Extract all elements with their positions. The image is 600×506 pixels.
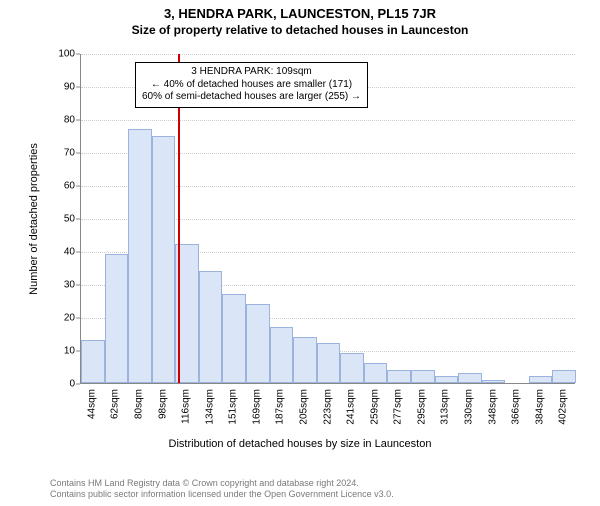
y-tick-label: 50 xyxy=(51,214,75,225)
y-tick-label: 70 xyxy=(51,148,75,159)
footer-attribution: Contains HM Land Registry data © Crown c… xyxy=(50,478,394,500)
histogram-bar xyxy=(482,380,506,383)
x-tick-label: 223sqm xyxy=(322,389,333,425)
x-tick-label: 259sqm xyxy=(369,389,380,425)
histogram-bar xyxy=(293,337,317,383)
annotation-line3: 60% of semi-detached houses are larger (… xyxy=(142,91,361,104)
x-tick-label: 116sqm xyxy=(181,389,192,424)
y-tick-label: 40 xyxy=(51,247,75,258)
y-tick-mark xyxy=(76,120,80,121)
y-tick-mark xyxy=(76,54,80,55)
histogram-bar xyxy=(435,376,459,383)
page-title: 3, HENDRA PARK, LAUNCESTON, PL15 7JR xyxy=(0,6,600,21)
histogram-bar xyxy=(152,136,176,384)
x-tick-label: 402sqm xyxy=(558,389,569,425)
x-tick-label: 348sqm xyxy=(487,389,498,425)
histogram-bar xyxy=(317,343,341,383)
x-axis-label: Distribution of detached houses by size … xyxy=(0,438,600,450)
property-annotation: 3 HENDRA PARK: 109sqm ← 40% of detached … xyxy=(135,62,368,108)
histogram-bar xyxy=(529,376,553,383)
histogram-bar xyxy=(246,304,270,383)
y-tick-label: 60 xyxy=(51,181,75,192)
y-tick-label: 90 xyxy=(51,82,75,93)
y-tick-mark xyxy=(76,87,80,88)
histogram-bar xyxy=(340,353,364,383)
histogram-bar xyxy=(387,370,411,383)
annotation-line2: ← 40% of detached houses are smaller (17… xyxy=(142,79,361,92)
x-tick-label: 295sqm xyxy=(416,389,427,425)
histogram-bar xyxy=(270,327,294,383)
y-tick-label: 10 xyxy=(51,346,75,357)
gridline xyxy=(81,120,575,121)
x-tick-label: 277sqm xyxy=(393,389,404,425)
y-tick-mark xyxy=(76,318,80,319)
plot-area: 3 HENDRA PARK: 109sqm ← 40% of detached … xyxy=(80,54,575,384)
x-tick-label: 366sqm xyxy=(511,389,522,425)
y-tick-mark xyxy=(76,252,80,253)
histogram-bar xyxy=(81,340,105,383)
x-tick-label: 241sqm xyxy=(346,389,357,425)
histogram-bar xyxy=(552,370,576,383)
x-tick-label: 151sqm xyxy=(228,389,239,425)
gridline xyxy=(81,54,575,55)
chart-container: Number of detached properties 3 HENDRA P… xyxy=(50,54,575,414)
histogram-bar xyxy=(458,373,482,383)
y-tick-mark xyxy=(76,153,80,154)
histogram-bar xyxy=(199,271,223,383)
y-tick-mark xyxy=(76,186,80,187)
histogram-bar xyxy=(105,254,129,383)
x-tick-label: 205sqm xyxy=(298,389,309,425)
y-tick-mark xyxy=(76,219,80,220)
page-subtitle: Size of property relative to detached ho… xyxy=(0,23,600,37)
y-tick-label: 0 xyxy=(51,379,75,390)
histogram-bar xyxy=(222,294,246,383)
y-tick-label: 30 xyxy=(51,280,75,291)
y-tick-mark xyxy=(76,285,80,286)
footer-line1: Contains HM Land Registry data © Crown c… xyxy=(50,478,394,489)
x-tick-label: 134sqm xyxy=(204,389,215,425)
x-tick-label: 98sqm xyxy=(157,389,168,419)
x-tick-label: 384sqm xyxy=(534,389,545,425)
x-tick-label: 44sqm xyxy=(86,389,97,419)
x-tick-label: 80sqm xyxy=(133,389,144,419)
y-tick-mark xyxy=(76,351,80,352)
histogram-bar xyxy=(128,129,152,383)
y-axis-label: Number of detached properties xyxy=(28,143,40,295)
y-tick-label: 100 xyxy=(51,49,75,60)
footer-line2: Contains public sector information licen… xyxy=(50,489,394,500)
y-tick-label: 20 xyxy=(51,313,75,324)
x-tick-label: 313sqm xyxy=(440,389,451,425)
y-tick-mark xyxy=(76,384,80,385)
histogram-bar xyxy=(411,370,435,383)
x-tick-label: 62sqm xyxy=(110,389,121,419)
x-tick-label: 169sqm xyxy=(251,389,262,425)
x-tick-label: 330sqm xyxy=(463,389,474,425)
annotation-line1: 3 HENDRA PARK: 109sqm xyxy=(142,66,361,79)
x-tick-label: 187sqm xyxy=(275,389,286,425)
y-tick-label: 80 xyxy=(51,115,75,126)
histogram-bar xyxy=(364,363,388,383)
